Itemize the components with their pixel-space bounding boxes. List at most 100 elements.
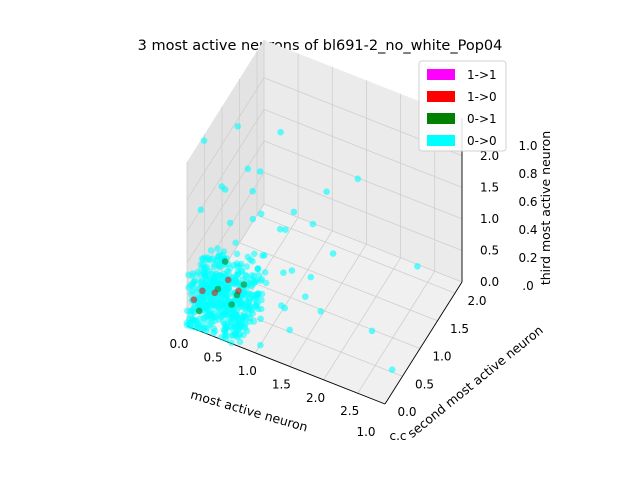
point-0-0 xyxy=(290,208,298,216)
point-0-0 xyxy=(240,331,247,339)
point-0-0 xyxy=(245,298,252,306)
point-0-0 xyxy=(222,311,230,319)
point-0-1 xyxy=(221,258,229,265)
point-0-0 xyxy=(286,326,294,334)
point-0-0 xyxy=(251,250,258,258)
point-0-0 xyxy=(205,286,212,294)
gridline-z xyxy=(186,172,463,295)
point-0-0 xyxy=(214,245,221,252)
point-0-0 xyxy=(250,318,258,325)
point-0-0 xyxy=(243,263,250,270)
y-tick-label: 0.0 xyxy=(397,405,416,419)
point-0-0 xyxy=(250,277,258,285)
point-0-0 xyxy=(230,313,237,320)
point-0-0 xyxy=(228,339,235,347)
point-0-0 xyxy=(250,272,258,280)
y-axis-line xyxy=(384,281,463,405)
point-0-0 xyxy=(249,215,257,223)
point-0-0 xyxy=(235,319,243,326)
point-0-0 xyxy=(193,288,200,295)
point-0-0 xyxy=(232,276,240,284)
point-0-0 xyxy=(302,293,309,301)
point-0-0 xyxy=(187,281,194,289)
point-0-0 xyxy=(207,281,215,289)
point-0-0 xyxy=(183,319,191,326)
z-tick-label: 0.0 xyxy=(480,275,499,289)
legend-swatch-0-0 xyxy=(427,135,455,146)
overlay-tick-label: 0.2 xyxy=(518,251,537,265)
point-0-0 xyxy=(209,255,217,262)
point-0-0 xyxy=(309,220,317,228)
point-0-0 xyxy=(261,269,269,276)
point-0-0 xyxy=(196,279,204,286)
gridline-z xyxy=(186,77,463,201)
point-0-0 xyxy=(200,269,208,276)
point-0-0 xyxy=(249,258,256,265)
point-0-0 xyxy=(216,309,223,316)
point-0-0 xyxy=(288,267,296,274)
gridline-z xyxy=(186,140,463,264)
point-0-0 xyxy=(249,187,256,195)
point-1-0 xyxy=(225,276,232,284)
z-tick-label: 2.0 xyxy=(480,149,499,163)
overlay-tick-label: 0.8 xyxy=(518,167,537,181)
y-tick-label: 1.5 xyxy=(450,322,469,336)
point-0-0 xyxy=(198,293,206,300)
point-0-0 xyxy=(244,165,252,173)
point-0-1 xyxy=(195,307,203,315)
x-tick-label: 0.0 xyxy=(169,337,188,351)
point-0-0 xyxy=(200,137,208,144)
legend-label-0-0: 0->0 xyxy=(467,134,497,148)
legend-label-0-1: 0->1 xyxy=(467,112,497,126)
point-0-0 xyxy=(221,186,229,193)
point-0-0 xyxy=(307,273,315,281)
point-0-0 xyxy=(187,308,195,315)
point-0-0 xyxy=(218,300,225,307)
point-0-0 xyxy=(229,332,236,339)
point-0-0 xyxy=(262,279,270,287)
z-tick-label: 0.5 xyxy=(480,244,499,258)
point-0-0 xyxy=(282,226,289,233)
point-0-0 xyxy=(243,273,250,280)
point-1-0 xyxy=(235,287,242,295)
legend-label-1-1: 1->1 xyxy=(467,68,497,82)
point-0-0 xyxy=(257,341,264,349)
legend-label-1-0: 1->0 xyxy=(467,90,497,104)
point-0-0 xyxy=(251,291,258,299)
x-tick-label: 2.0 xyxy=(306,391,325,405)
point-0-0 xyxy=(218,334,225,341)
point-0-0 xyxy=(204,316,212,324)
point-0-0 xyxy=(197,325,205,332)
legend: 1->1 1->0 0->1 0->0 xyxy=(418,60,507,152)
point-0-1 xyxy=(240,281,248,288)
point-0-0 xyxy=(189,316,196,324)
point-0-0 xyxy=(197,206,205,214)
point-0-0 xyxy=(323,188,330,195)
point-0-0 xyxy=(235,325,243,333)
y-tick-label: 0.5 xyxy=(415,377,434,391)
point-0-0 xyxy=(276,225,284,233)
point-0-0 xyxy=(234,123,241,130)
legend-swatch-0-1 xyxy=(427,113,455,124)
point-0-0 xyxy=(211,261,218,268)
point-0-0 xyxy=(280,269,287,277)
point-0-0 xyxy=(204,296,212,304)
point-0-0 xyxy=(277,128,284,136)
point-0-0 xyxy=(220,270,228,278)
point-0-0 xyxy=(232,239,239,247)
point-0-0 xyxy=(278,302,285,309)
point-1-0 xyxy=(211,289,218,297)
z-axis-label: third most active neuron xyxy=(538,131,553,285)
point-0-0 xyxy=(388,366,396,374)
z-tick-label: 1.5 xyxy=(480,180,499,194)
point-0-0 xyxy=(199,320,207,327)
overlay-tick-label: 1.0 xyxy=(356,425,375,439)
point-0-0 xyxy=(210,329,217,337)
point-0-0 xyxy=(210,301,218,308)
x-axis-label: most active neuron xyxy=(189,387,310,435)
point-0-0 xyxy=(229,325,236,333)
point-0-0 xyxy=(317,308,325,315)
point-0-0 xyxy=(414,263,421,270)
point-0-0 xyxy=(220,292,227,300)
